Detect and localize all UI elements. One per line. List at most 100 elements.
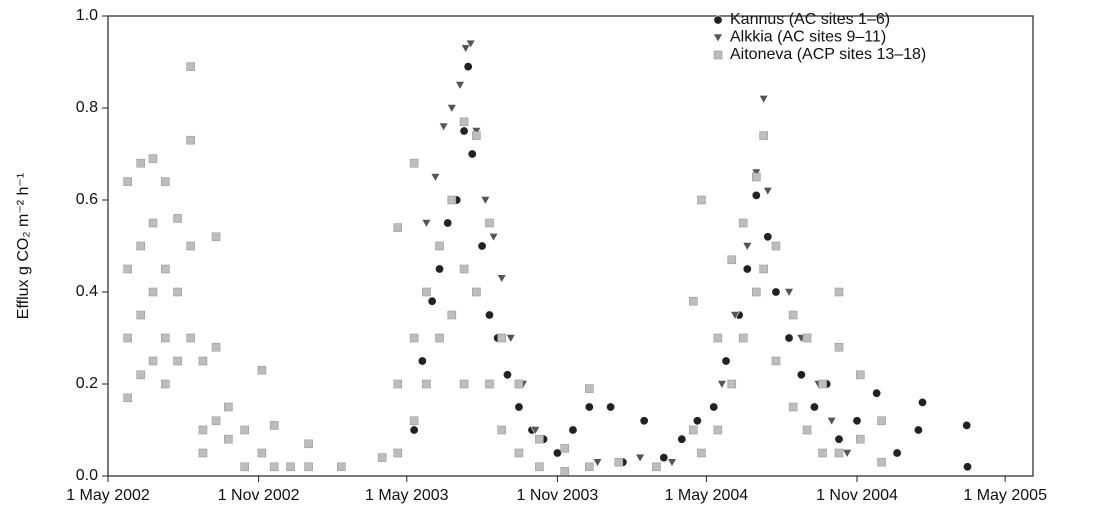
point (123, 393, 132, 403)
x-tick-label: 1 May 2005 (963, 487, 1047, 504)
point (240, 425, 250, 435)
point (552, 448, 562, 458)
point (752, 287, 761, 297)
point (892, 448, 902, 458)
point (784, 288, 795, 298)
point (758, 95, 769, 104)
x-tick-label: 1 May 2004 (665, 487, 749, 504)
point (497, 425, 507, 435)
point (421, 219, 432, 229)
point (802, 333, 812, 343)
point (842, 449, 853, 459)
point (443, 218, 453, 228)
point (738, 218, 748, 228)
point (422, 287, 431, 297)
point (635, 453, 646, 463)
point (459, 117, 469, 127)
y-tick-label: 1.0 (76, 7, 98, 24)
point (771, 356, 781, 366)
point (447, 195, 457, 205)
point (834, 287, 844, 297)
point (872, 388, 882, 398)
point (393, 223, 403, 232)
point (692, 416, 702, 426)
point (148, 356, 158, 366)
point (454, 81, 466, 91)
point (186, 333, 195, 343)
point (257, 448, 267, 458)
point (377, 453, 387, 462)
point (198, 356, 208, 366)
point (472, 131, 481, 140)
point (697, 195, 706, 205)
point (742, 264, 752, 274)
point (716, 380, 727, 390)
point (286, 462, 295, 472)
point (771, 287, 781, 297)
point (148, 287, 158, 297)
x-tick-label: 1 Nov 2002 (218, 487, 300, 504)
point (186, 241, 195, 251)
point (485, 379, 494, 389)
point (514, 448, 524, 458)
point (730, 311, 741, 321)
point (496, 274, 507, 284)
point (834, 448, 844, 458)
point (136, 310, 146, 320)
point (514, 402, 524, 412)
point (784, 333, 794, 343)
point (809, 402, 819, 412)
point (584, 402, 594, 412)
point (796, 370, 806, 380)
point (409, 416, 419, 426)
point (463, 62, 473, 72)
y-tick-label: 0.4 (76, 283, 98, 300)
point (393, 379, 403, 389)
point (484, 310, 494, 320)
point (422, 379, 431, 389)
x-tick-label: 1 May 2002 (66, 487, 150, 504)
point (136, 158, 146, 168)
point (148, 218, 158, 228)
legend-label: Alkkia (AC sites 9–11) (730, 29, 886, 46)
x-tick-label: 1 Nov 2004 (816, 487, 898, 504)
point (585, 462, 594, 472)
point (877, 416, 886, 426)
point (446, 104, 457, 114)
point (688, 425, 698, 435)
y-tick-label: 0.2 (76, 375, 98, 392)
point (771, 241, 781, 251)
point (759, 131, 768, 140)
point (211, 342, 221, 352)
point (304, 439, 313, 449)
point (963, 462, 973, 472)
point (560, 467, 570, 476)
y-tick-label: 0.8 (76, 99, 98, 116)
point (460, 44, 471, 54)
point (742, 242, 753, 252)
point (435, 241, 444, 251)
point (123, 264, 132, 274)
point (505, 334, 516, 344)
y-tick-label: 0.0 (76, 467, 98, 484)
point (530, 426, 541, 436)
point (592, 458, 603, 468)
point (485, 218, 494, 228)
point (186, 135, 195, 145)
point (161, 333, 170, 343)
point (652, 462, 661, 472)
point (614, 457, 624, 467)
legend-marker (713, 15, 723, 25)
point (788, 402, 798, 412)
point (826, 417, 837, 426)
point (465, 39, 476, 49)
point (123, 177, 132, 186)
point (427, 296, 437, 306)
point (752, 172, 761, 182)
point (738, 333, 748, 343)
point (962, 420, 972, 430)
point (666, 458, 678, 468)
legend-label: Aitoneva (ACP sites 13–18) (730, 46, 926, 63)
point (688, 296, 698, 306)
